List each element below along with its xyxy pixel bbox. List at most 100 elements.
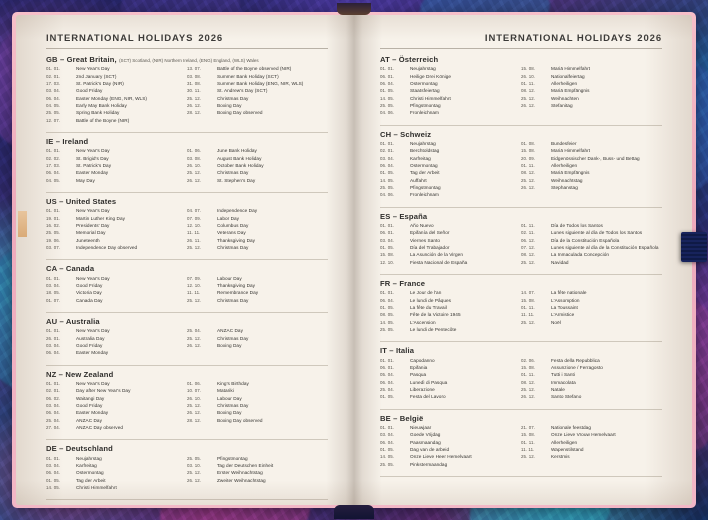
holiday-date: 06. 04. [46, 170, 61, 176]
country-block: US – United States 01. 01. New Year's Da… [46, 196, 328, 261]
holiday-name: Spring Bank Holiday [76, 110, 120, 116]
holiday-columns: 01. 01. New Year's Day 26. 01. Australia… [46, 328, 328, 358]
holiday-name: June Bank Holiday [217, 148, 257, 154]
ribbon-bookmark[interactable] [18, 211, 27, 237]
holiday-name: Año Nuevo [410, 222, 434, 228]
holiday-column-left: 01. 01. New Year's Day 02. 01. 2nd Janua… [46, 66, 187, 126]
holiday-row: 01. 06. June Bank Holiday [187, 148, 328, 154]
country-code-name: CA – Canada [46, 264, 95, 274]
holiday-row: 12. 10. Thanksgiving Day [187, 282, 328, 289]
holiday-column-left: 01. 01. New Year's Day 19. 01. Martin Lu… [46, 208, 187, 253]
holiday-name: Wapenstilstand [551, 446, 584, 452]
holiday-row: 14. 05. Onze Lieve Heer Hemelvaart [380, 454, 521, 460]
holiday-date: 25. 12. [521, 95, 536, 101]
holiday-date: 03. 04. [380, 155, 395, 161]
holiday-name: Pfingstmontag [217, 455, 248, 461]
holiday-row: 03. 10. Tag der Deutschen Einheit [187, 463, 328, 469]
holiday-name: Battle of the Boyne observed (NIR) [217, 66, 292, 72]
holiday-date: 31. 08. [187, 81, 202, 86]
country-code-name: US – United States [46, 196, 117, 206]
holiday-date: 01. 07. [46, 297, 61, 303]
holiday-name: Le lundi de Pentecôte [410, 326, 457, 332]
holiday-row: 25. 12. Christmas Day [187, 244, 328, 251]
holiday-name: Tag der Arbeit [76, 477, 106, 483]
holiday-row: 25. 05. Pfingstmontag [380, 184, 521, 191]
holiday-row: 06. 04. Ostermontag [46, 470, 187, 476]
holiday-row: 06. 04. Ostermontag [380, 81, 521, 87]
holiday-date: 15. 08. [380, 252, 395, 258]
country-code-name: ES – España [380, 211, 428, 221]
left-page: INTERNATIONAL HOLIDAYS 2026 GB – Great Br… [16, 15, 354, 505]
holiday-row: 01. 01. Neujahrstag [380, 140, 521, 147]
holiday-row: 01. 05. Festa del Lavoro [380, 394, 521, 400]
holiday-date: 25. 05. [187, 455, 202, 461]
holiday-row: 19. 01. Martin Luther King Day [46, 216, 187, 222]
holiday-name: Neujahrstag [410, 140, 436, 146]
holiday-row: 26. 10. Nationalfeiertag [521, 74, 662, 80]
holiday-row: 25. 04. Liberazione [380, 387, 521, 393]
holiday-date: 17. 03. [46, 162, 61, 168]
holiday-date: 01. 11. [521, 439, 535, 445]
holiday-row: 01. 01. Capodanno [380, 358, 521, 364]
holiday-name: Boxing Day observed [217, 417, 263, 423]
holiday-name: St. Patrick's Day [76, 162, 112, 168]
holiday-name: King's Birthday [217, 380, 249, 386]
holiday-date: 03. 04. [380, 432, 395, 438]
holiday-date: 12. 10. [187, 282, 202, 288]
holiday-date: 15. 08. [521, 148, 536, 154]
holiday-name: Christmas Day [217, 244, 249, 250]
holiday-column-right: 15. 08. Mariä Himmelfahrt 26. 10. Nation… [521, 66, 662, 118]
holiday-row: 25. 12. Christmas Day [187, 96, 328, 102]
holiday-date: 25. 04. [46, 417, 61, 423]
holiday-row: 04. 05. Early May Bank Holiday [46, 103, 187, 109]
holiday-name: Good Friday [76, 402, 103, 408]
holiday-date: 12. 07. [46, 117, 61, 123]
holiday-row: 01. 05. Dag van de arbeid [380, 447, 521, 453]
holiday-date: 26. 12. [187, 342, 202, 348]
holiday-row: 28. 12. Boxing Day observed [187, 110, 328, 116]
country-title: US – United States [46, 196, 328, 206]
holiday-row: 15. 08. Mariä Himmelfahrt [521, 148, 662, 154]
holiday-name: Weihnachtstag [551, 177, 583, 183]
holiday-name: Easter Monday [76, 410, 109, 416]
holiday-name: Onze Lieve Vrouw Hemelvaart [551, 432, 616, 438]
holiday-column-left: 01. 01. Nieuwjaar 03. 04. Goede Vrijdag … [380, 425, 521, 470]
holiday-date: 02. 06. [521, 357, 536, 363]
country-code-name: IE – Ireland [46, 136, 89, 146]
holiday-row: 21. 07. Nationale feestdag [521, 424, 662, 431]
holiday-name: Memorial Day [76, 230, 106, 236]
holiday-date: 25. 05. [380, 184, 395, 190]
holiday-column-right: 01. 06. King's Birthday 10. 07. Matariki… [187, 380, 328, 433]
holiday-column-right: 14. 07. La fête nationale 15. 08. L'Asso… [521, 290, 662, 335]
holiday-name: Veterans Day [217, 230, 246, 236]
holiday-name: August Bank Holiday [217, 155, 262, 161]
holiday-name: Mariä Himmelfahrt [551, 66, 591, 72]
holiday-date: 21. 07. [521, 424, 536, 430]
holiday-name: Festa della Repubblica [551, 357, 600, 363]
holiday-row: 18. 05. Victoria Day [46, 290, 187, 296]
country-code-name: IT – Italia [380, 346, 415, 356]
holiday-date: 01. 08. [521, 140, 536, 146]
holiday-row: 03. 04. Goede Vrijdag [380, 432, 521, 438]
holiday-name: La Asunción de la Virgen [410, 252, 463, 258]
holiday-name: Good Friday [76, 342, 103, 348]
holiday-name: Fronleichnam [410, 192, 439, 198]
country-block: IT – Italia 01. 01. Capodanno 06. 01. Ep… [380, 346, 662, 410]
holiday-row: 01. 11. Allerheiligen [521, 81, 662, 87]
holiday-name: Juneteenth [76, 237, 100, 243]
holiday-date: 08. 12. [521, 379, 536, 385]
holiday-row: 25. 12. Christmas Day [187, 336, 328, 342]
country-block: CA – Canada 01. 01. New Year's Day 03. 0… [46, 265, 328, 313]
holiday-columns: 01. 01. Neujahrstag 06. 01. Heilige Drei… [380, 66, 662, 118]
right-country-list: AT – Österreich 01. 01. Neujahrstag 06. … [380, 55, 662, 477]
country-divider [380, 273, 662, 275]
country-code-name: BE – België [380, 413, 424, 423]
elastic-closure-band[interactable] [681, 232, 707, 262]
holiday-row: 06. 01. Epifanía del Señor [380, 230, 521, 236]
holiday-row: 03. 08. Summer Bank Holiday (SCT) [187, 74, 328, 80]
holiday-date: 03. 04. [46, 342, 61, 348]
holiday-date: 07. 09. [187, 275, 202, 281]
holiday-name: Boxing Day [217, 342, 242, 348]
holiday-column-left: 01. 01. Capodanno 06. 01. Epifania 05. 0… [380, 358, 521, 403]
holiday-date: 01. 11. [521, 304, 535, 310]
